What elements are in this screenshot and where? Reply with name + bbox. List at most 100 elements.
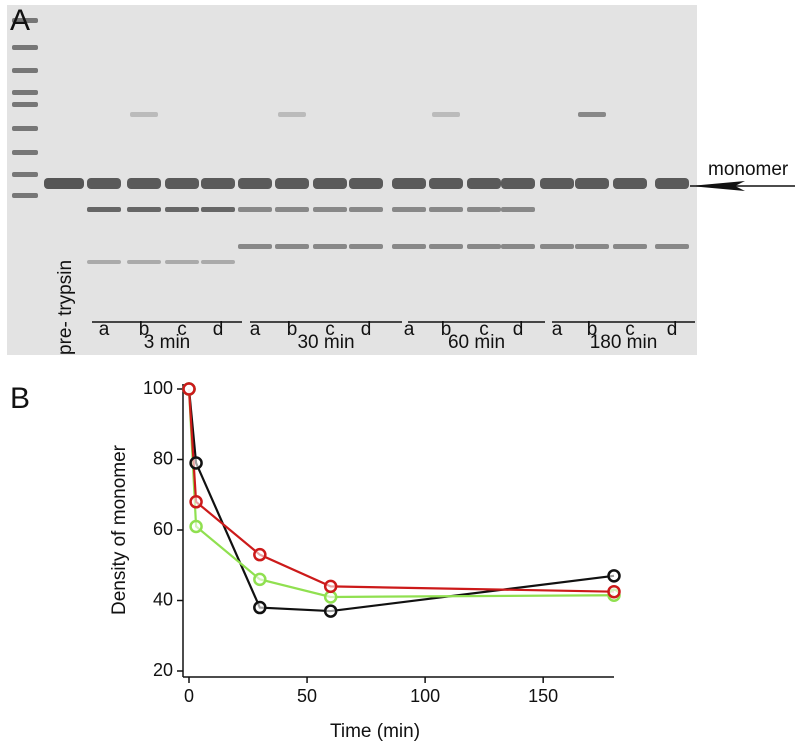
band — [613, 178, 647, 189]
x-tick-label: 150 — [528, 686, 558, 706]
group-label: 30 min — [297, 332, 354, 353]
point — [189, 495, 203, 509]
band — [575, 244, 609, 249]
y-tick-label: 60 — [153, 519, 173, 539]
band — [429, 178, 463, 189]
ladder-band — [12, 193, 38, 198]
band — [87, 178, 121, 189]
band — [432, 112, 460, 117]
series-line — [187, 388, 615, 593]
lane-label: c — [479, 319, 489, 340]
band — [467, 207, 501, 212]
band — [313, 207, 347, 212]
band — [349, 178, 383, 189]
lane-label: b — [139, 319, 150, 340]
point — [253, 547, 267, 562]
band — [349, 244, 383, 249]
group-label: 180 min — [590, 332, 658, 353]
band — [575, 178, 609, 189]
ladder-band — [12, 90, 38, 95]
point — [607, 569, 621, 583]
arrow-head — [690, 181, 745, 191]
band — [87, 207, 121, 212]
band — [540, 178, 574, 189]
band — [127, 207, 161, 212]
panel-label: A — [10, 4, 30, 37]
band — [392, 178, 426, 189]
point — [253, 600, 267, 615]
band — [467, 178, 501, 189]
band — [501, 207, 535, 212]
y-tick-label: 20 — [153, 660, 173, 680]
band — [467, 244, 501, 249]
band — [349, 207, 383, 212]
lane-label: c — [625, 319, 635, 340]
pre-label: pre- trypsin — [55, 260, 76, 355]
band — [201, 260, 235, 264]
band — [238, 244, 272, 249]
lane-label: b — [287, 319, 298, 340]
band — [127, 260, 161, 264]
band — [313, 244, 347, 249]
y-tick-label: 40 — [153, 589, 173, 609]
band — [313, 178, 347, 189]
band — [578, 112, 606, 117]
band — [87, 260, 121, 264]
band — [238, 178, 272, 189]
band — [165, 207, 199, 212]
band — [238, 207, 272, 212]
ladder-band — [12, 172, 38, 177]
band — [165, 178, 199, 189]
lane-label: a — [99, 319, 110, 340]
lane-label: a — [250, 319, 261, 340]
band — [501, 178, 535, 189]
lane-label: d — [667, 319, 678, 340]
series-line — [187, 388, 615, 613]
band — [165, 260, 199, 264]
y-axis-label: Density of monomer — [109, 444, 130, 615]
ladder-band — [12, 126, 38, 131]
band — [655, 244, 689, 249]
x-axis-label: Time (min) — [330, 721, 420, 742]
x-tick-label: 50 — [297, 686, 317, 706]
lane-label: a — [404, 319, 415, 340]
band — [278, 112, 306, 117]
lane-label: d — [361, 319, 372, 340]
point — [607, 584, 621, 599]
band — [392, 207, 426, 212]
series-line — [187, 388, 615, 599]
ladder-band — [12, 68, 38, 73]
band — [392, 244, 426, 249]
band — [613, 244, 647, 249]
band — [429, 244, 463, 249]
point — [189, 519, 203, 534]
band — [130, 112, 158, 117]
band — [127, 178, 161, 189]
lane-label: a — [552, 319, 563, 340]
point — [253, 572, 267, 587]
ladder-band — [12, 102, 38, 107]
band — [429, 207, 463, 212]
band — [655, 178, 689, 189]
band — [275, 244, 309, 249]
x-tick-label: 100 — [410, 686, 440, 706]
gel-bands — [12, 18, 689, 264]
point — [189, 456, 203, 470]
lane-label: b — [587, 319, 598, 340]
panel-label: B — [10, 382, 30, 415]
lane-label: c — [325, 319, 335, 340]
band — [275, 207, 309, 212]
ladder-band — [12, 45, 38, 50]
point — [182, 382, 196, 396]
band — [501, 244, 535, 249]
band — [275, 178, 309, 189]
point — [323, 604, 338, 618]
y-tick-label: 100 — [143, 378, 173, 398]
lane-label: b — [441, 319, 452, 340]
lane-label: c — [177, 319, 187, 340]
arrow-label: monomer — [708, 159, 789, 180]
ladder-band — [12, 18, 38, 23]
y-tick-label: 80 — [153, 448, 173, 468]
lane-label: d — [213, 319, 224, 340]
